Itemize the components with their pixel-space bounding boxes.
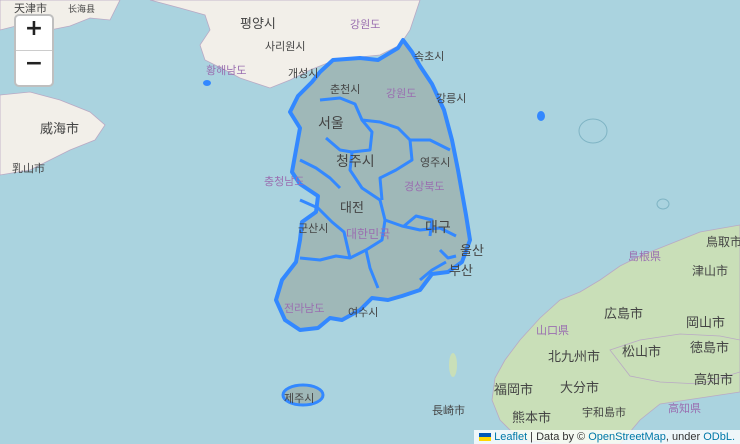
- ulleung-island: [537, 111, 545, 121]
- jeju-island: [281, 383, 325, 407]
- province-boundaries: [299, 96, 457, 289]
- sea-contour: [656, 198, 670, 210]
- leaflet-link[interactable]: Leaflet: [494, 431, 528, 443]
- shikoku-land: [609, 333, 740, 385]
- zoom-in-button[interactable]: +: [16, 16, 52, 51]
- tsushima-island: [449, 353, 457, 377]
- ukraine-flag-icon: [479, 433, 492, 442]
- zoom-control: + −: [14, 14, 54, 87]
- zoom-out-button[interactable]: −: [24, 51, 44, 76]
- shandong-land: [0, 91, 106, 176]
- odbl-link[interactable]: ODbL.: [703, 431, 735, 443]
- attribution-bar: Leaflet | Data by © OpenStreetMap, under…: [474, 430, 740, 444]
- attribution-text-1: | Data by ©: [527, 431, 589, 443]
- japan-land: [491, 224, 740, 444]
- dokdo-contour: [578, 118, 608, 144]
- osm-link[interactable]: OpenStreetMap: [588, 431, 666, 443]
- small-island: [203, 80, 211, 86]
- south-korea-land: [274, 38, 472, 332]
- attribution-text-2: , under: [665, 431, 704, 443]
